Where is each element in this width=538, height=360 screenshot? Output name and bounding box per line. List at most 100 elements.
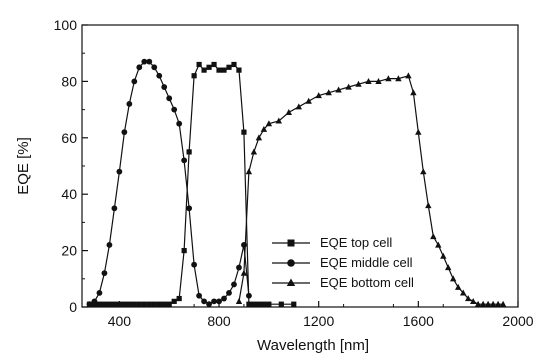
series-1 (86, 61, 297, 307)
circle-marker (236, 264, 242, 271)
x-tick-label: 1200 (303, 313, 334, 329)
triangle-marker (420, 168, 427, 175)
square-marker (126, 301, 132, 307)
legend-marker-square-icon (287, 239, 295, 247)
triangle-marker (250, 148, 258, 155)
circle-marker (231, 281, 237, 288)
triangle-marker (375, 78, 382, 84)
circle-marker (181, 157, 188, 164)
circle-marker (121, 129, 128, 136)
circle-marker (221, 295, 227, 302)
triangle-marker (365, 78, 372, 84)
circle-marker (171, 106, 178, 113)
square-marker (186, 149, 192, 155)
square-marker (146, 301, 152, 307)
triangle-marker (405, 72, 412, 79)
triangle-marker (450, 275, 457, 282)
circle-marker (116, 168, 123, 175)
square-marker (96, 301, 103, 307)
circle-marker (86, 301, 93, 308)
triangle-marker (275, 117, 282, 124)
circle-marker (196, 292, 202, 299)
square-marker (206, 64, 212, 70)
circle-marker (131, 78, 138, 85)
square-marker (191, 73, 197, 79)
legend-entry-top-cell: EQE top cell (272, 235, 392, 250)
square-marker (251, 301, 257, 307)
x-axis-label: Wavelength [nm] (257, 337, 369, 354)
square-marker (211, 61, 217, 68)
y-tick-label: 20 (61, 243, 77, 259)
series-line (89, 63, 294, 305)
square-marker (136, 301, 142, 307)
square-marker (156, 301, 162, 307)
circle-marker (176, 120, 183, 127)
triangle-marker (355, 80, 362, 87)
square-marker (131, 301, 137, 307)
triangle-marker (430, 233, 437, 240)
square-marker (256, 301, 262, 307)
triangle-marker (415, 128, 422, 135)
triangle-marker (240, 269, 248, 276)
circle-marker (106, 242, 113, 248)
circle-marker (186, 205, 193, 212)
triangle-marker (479, 300, 487, 307)
circle-marker (91, 298, 98, 305)
triangle-marker (260, 125, 268, 132)
square-marker (176, 295, 182, 302)
triangle-marker (245, 168, 253, 175)
circle-marker (166, 95, 173, 102)
triangle-marker (445, 264, 452, 271)
plot-area (86, 58, 507, 308)
circle-marker (211, 298, 217, 305)
square-marker (261, 301, 267, 307)
triangle-marker (255, 134, 263, 141)
square-marker (231, 61, 237, 68)
square-marker (121, 301, 127, 307)
legend-label-top-cell: EQE top cell (320, 235, 392, 250)
square-marker (221, 67, 227, 73)
y-tick-label: 100 (54, 17, 78, 33)
legend: EQE top cell EQE middle cell EQE bottom … (272, 235, 414, 290)
x-tick-label: 800 (207, 313, 231, 329)
legend-entry-bottom-cell: EQE bottom cell (272, 275, 414, 290)
square-marker (106, 301, 113, 307)
triangle-marker (440, 252, 447, 259)
y-tick-label: 0 (69, 299, 77, 315)
triangle-marker (410, 89, 417, 96)
circle-marker (201, 298, 207, 305)
legend-label-bottom-cell: EQE bottom cell (320, 275, 414, 290)
triangle-marker (285, 109, 292, 115)
triangle-marker (465, 295, 472, 302)
triangle-marker (435, 241, 442, 248)
square-marker (246, 301, 252, 307)
square-marker (201, 67, 207, 73)
circle-marker (141, 58, 148, 65)
square-marker (166, 301, 172, 307)
plot-frame (81, 24, 519, 308)
circle-marker (156, 72, 163, 79)
circle-marker (191, 261, 198, 268)
triangle-marker (385, 75, 392, 82)
series-3 (235, 72, 507, 307)
triangle-marker (265, 120, 273, 127)
legend-marker-circle-icon (287, 259, 295, 267)
triangle-marker (494, 300, 502, 307)
triangle-marker (470, 298, 477, 304)
square-marker (101, 301, 108, 307)
axes: 400 800 1200 1600 2000 0 20 40 60 80 100 (54, 17, 534, 329)
legend-label-middle-cell: EQE middle cell (320, 255, 413, 270)
legend-entry-middle-cell: EQE middle cell (272, 255, 413, 270)
y-tick-label: 80 (61, 73, 77, 89)
square-marker (171, 298, 177, 304)
square-marker (151, 301, 157, 307)
circle-marker (151, 64, 158, 71)
circle-marker (126, 101, 133, 107)
x-tick-label: 1600 (403, 313, 434, 329)
triangle-marker (235, 298, 243, 304)
circle-marker (146, 58, 153, 65)
y-axis-label: EQE [%] (15, 137, 32, 195)
square-marker (241, 129, 247, 135)
square-marker (216, 67, 222, 73)
